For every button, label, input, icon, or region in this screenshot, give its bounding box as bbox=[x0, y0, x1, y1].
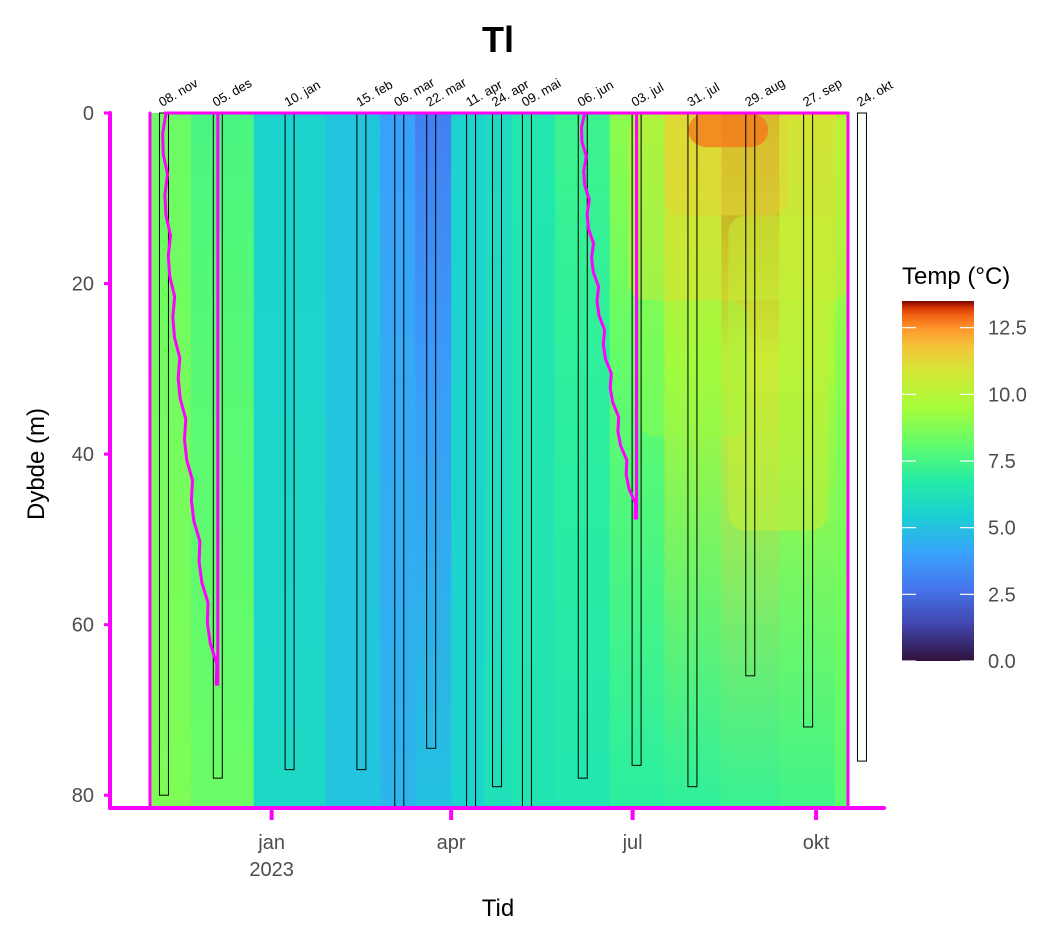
heatmap-column bbox=[511, 113, 556, 808]
sampling-date-label: 10. jan bbox=[282, 77, 323, 110]
y-axis-title: Dybde (m) bbox=[23, 408, 50, 520]
heatmap-column bbox=[380, 113, 416, 808]
heatmap-column bbox=[451, 113, 485, 808]
heatmap-warm-region bbox=[688, 113, 769, 148]
sampling-date-label: 27. sep bbox=[800, 75, 844, 109]
y-tick-label: 40 bbox=[72, 444, 94, 466]
colorbar-tick-label: 5.0 bbox=[988, 518, 1016, 540]
x-tick-sublabel: 2023 bbox=[249, 859, 294, 881]
y-tick-label: 60 bbox=[72, 615, 94, 637]
colorbar-legend: Temp (°C) 0.0 2.5 5.0 7.5 10.0 12.5 bbox=[902, 263, 1027, 673]
colorbar-tick-label: 7.5 bbox=[988, 451, 1016, 473]
temperature-heatmap bbox=[150, 113, 848, 808]
heatmap-column bbox=[150, 113, 192, 808]
chart-title: Tl bbox=[482, 19, 514, 60]
sampling-date-label: 24. okt bbox=[854, 77, 896, 110]
colorbar-tick-label: 2.5 bbox=[988, 584, 1016, 606]
x-tick-label: okt bbox=[803, 832, 830, 854]
heatmap-column bbox=[554, 113, 611, 808]
plot-border bbox=[108, 111, 886, 810]
x-axis: jan 2023 apr jul okt bbox=[249, 808, 830, 881]
heatmap-column bbox=[484, 113, 513, 808]
y-axis: 0 20 40 60 80 bbox=[72, 103, 110, 807]
magenta-profile-2 bbox=[580, 111, 639, 520]
colorbar-title: Temp (°C) bbox=[902, 263, 1010, 290]
y-tick-label: 0 bbox=[83, 103, 94, 125]
sampling-date-label: 06. jun bbox=[575, 77, 616, 110]
x-tick-label: jan bbox=[257, 832, 285, 854]
sampling-date-label: 03. jul bbox=[629, 79, 667, 109]
sampling-date-label: 31. jul bbox=[684, 79, 722, 109]
heatmap-column bbox=[253, 113, 327, 808]
colorbar-tick-label: 12.5 bbox=[988, 318, 1027, 340]
sampling-date-label: 29. aug bbox=[742, 75, 787, 110]
colorbar-tick-label: 10.0 bbox=[988, 384, 1027, 406]
sampling-date-label: 05. des bbox=[210, 75, 255, 110]
y-tick-label: 80 bbox=[72, 785, 94, 807]
y-tick-label: 20 bbox=[72, 274, 94, 296]
sampling-date-label: 15. feb bbox=[353, 77, 395, 110]
heatmap-column bbox=[325, 113, 381, 808]
sampling-bar bbox=[856, 112, 867, 762]
x-tick-label: apr bbox=[437, 832, 466, 854]
colorbar-tick-label: 0.0 bbox=[988, 651, 1016, 673]
sampling-date-label: 08. nov bbox=[156, 75, 201, 110]
heatmap-column bbox=[415, 113, 452, 808]
magenta-profile-1 bbox=[161, 111, 220, 686]
colorbar bbox=[902, 301, 974, 661]
x-axis-title: Tid bbox=[482, 895, 514, 922]
x-tick-label: jul bbox=[622, 832, 643, 854]
heatmap-warm-region bbox=[638, 300, 749, 438]
